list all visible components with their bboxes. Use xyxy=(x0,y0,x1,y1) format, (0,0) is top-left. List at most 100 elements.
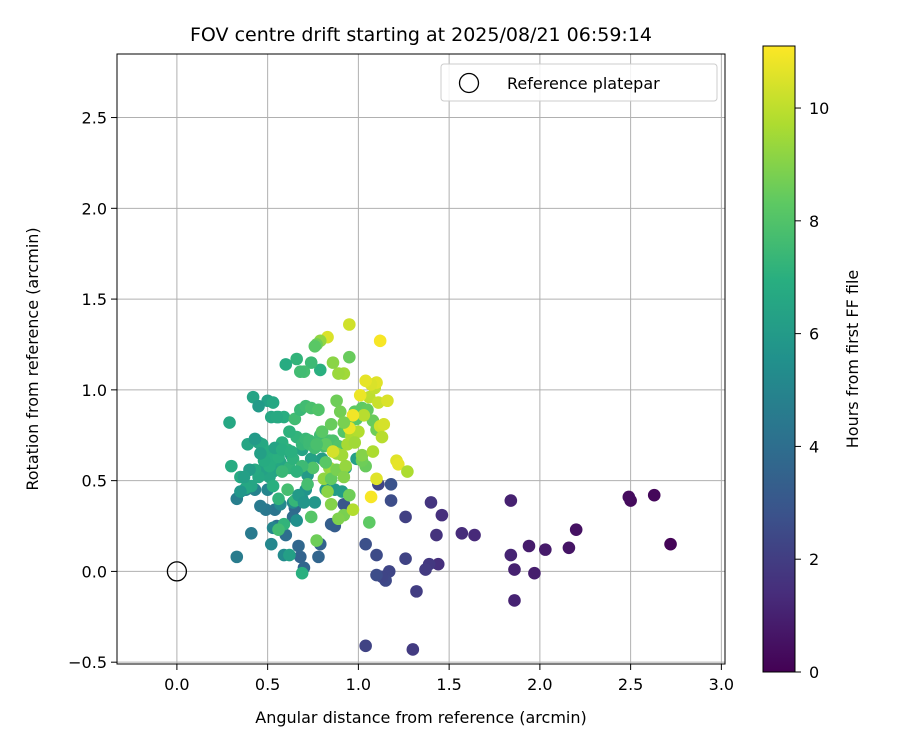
data-point xyxy=(362,516,376,529)
data-point xyxy=(366,445,380,458)
data-point xyxy=(301,477,314,491)
data-point xyxy=(312,550,325,564)
data-point xyxy=(272,492,285,506)
data-point xyxy=(562,541,576,555)
data-point xyxy=(381,394,394,408)
data-point xyxy=(326,445,340,458)
data-point xyxy=(310,438,323,451)
data-point xyxy=(284,445,298,458)
colorbar: 0 2 4 6 8 10 Hours from first FF file xyxy=(762,45,862,682)
y-tick-label: 1.0 xyxy=(82,381,107,400)
data-point xyxy=(337,497,351,511)
data-point xyxy=(504,494,518,507)
data-point xyxy=(252,399,265,413)
colorbar-tick-label: 10 xyxy=(809,99,829,118)
data-point xyxy=(279,358,293,371)
data-point xyxy=(357,408,371,422)
colorbar-tick-label: 4 xyxy=(809,437,819,456)
colorbar-gradient xyxy=(762,45,796,673)
x-axis-ticks: 0.0 0.5 1.0 1.5 2.0 2.5 3.0 xyxy=(164,664,734,694)
y-axis-label: Rotation from reference (arcmin) xyxy=(23,227,42,490)
data-point xyxy=(223,416,236,429)
data-point xyxy=(304,510,318,524)
data-point xyxy=(248,432,262,446)
data-point xyxy=(324,418,338,431)
y-tick-label: 2.0 xyxy=(82,199,107,218)
x-tick-label: 2.5 xyxy=(618,675,643,694)
x-tick-label: 3.0 xyxy=(709,675,734,694)
colorbar-ticks: 0 2 4 6 8 10 xyxy=(795,99,829,682)
data-point xyxy=(290,514,303,527)
data-point xyxy=(297,496,311,509)
data-point xyxy=(384,477,398,491)
data-point xyxy=(288,412,302,426)
data-point xyxy=(399,552,412,566)
data-point xyxy=(410,585,423,598)
data-point xyxy=(319,456,333,469)
data-point xyxy=(246,390,260,404)
data-point xyxy=(254,447,267,460)
data-point xyxy=(330,394,343,408)
data-point xyxy=(272,523,285,536)
legend-entry-reference-platepar: Reference platepar xyxy=(507,74,660,93)
data-point xyxy=(664,537,677,551)
colorbar-tick-label: 8 xyxy=(809,212,819,231)
data-point xyxy=(455,526,469,540)
data-point xyxy=(225,459,238,473)
data-point xyxy=(326,356,340,369)
data-point xyxy=(308,339,322,353)
data-point xyxy=(339,459,352,473)
data-point xyxy=(622,490,636,504)
data-point xyxy=(424,496,438,509)
plot-frame xyxy=(116,53,726,665)
data-point xyxy=(353,389,367,402)
data-point xyxy=(419,563,432,576)
x-tick-label: 1.5 xyxy=(436,675,461,694)
data-point xyxy=(321,485,334,498)
data-point xyxy=(343,350,356,364)
data-point xyxy=(312,403,325,417)
data-point xyxy=(359,374,372,388)
data-point xyxy=(290,352,303,366)
data-point xyxy=(343,318,356,331)
data-point xyxy=(281,483,294,497)
data-point xyxy=(539,543,552,556)
data-point xyxy=(435,508,449,522)
data-point xyxy=(230,550,244,564)
data-point xyxy=(346,503,360,516)
data-point xyxy=(324,497,338,511)
data-point xyxy=(333,405,347,418)
y-tick-label: −0.5 xyxy=(68,653,107,672)
data-point xyxy=(370,472,383,486)
data-point xyxy=(504,548,518,562)
data-point xyxy=(310,534,323,547)
x-tick-label: 0.0 xyxy=(164,675,189,694)
legend-box xyxy=(440,63,718,102)
data-point xyxy=(508,594,521,607)
data-point xyxy=(359,639,372,653)
y-tick-label: 0.5 xyxy=(82,472,107,491)
data-point xyxy=(304,356,318,369)
data-point xyxy=(337,416,351,429)
data-point xyxy=(406,643,420,656)
data-point xyxy=(290,465,303,478)
x-tick-label: 2.0 xyxy=(527,675,552,694)
legend-marker-icon xyxy=(458,72,480,94)
data-point xyxy=(332,512,345,526)
data-point xyxy=(275,465,289,478)
x-tick-label: 1.0 xyxy=(346,675,371,694)
data-point xyxy=(399,510,412,524)
data-point xyxy=(377,418,391,431)
y-axis-ticks: −0.5 0.0 0.5 1.0 1.5 2.0 2.5 xyxy=(68,109,117,672)
data-point xyxy=(370,568,383,582)
data-point xyxy=(370,548,383,562)
data-point xyxy=(294,365,307,379)
data-point xyxy=(283,425,296,438)
x-tick-label: 0.5 xyxy=(255,675,280,694)
data-point xyxy=(392,457,405,471)
data-point xyxy=(468,528,481,542)
reference-platepar-marker xyxy=(166,561,188,582)
x-axis-label: Angular distance from reference (arcmin) xyxy=(255,708,586,727)
